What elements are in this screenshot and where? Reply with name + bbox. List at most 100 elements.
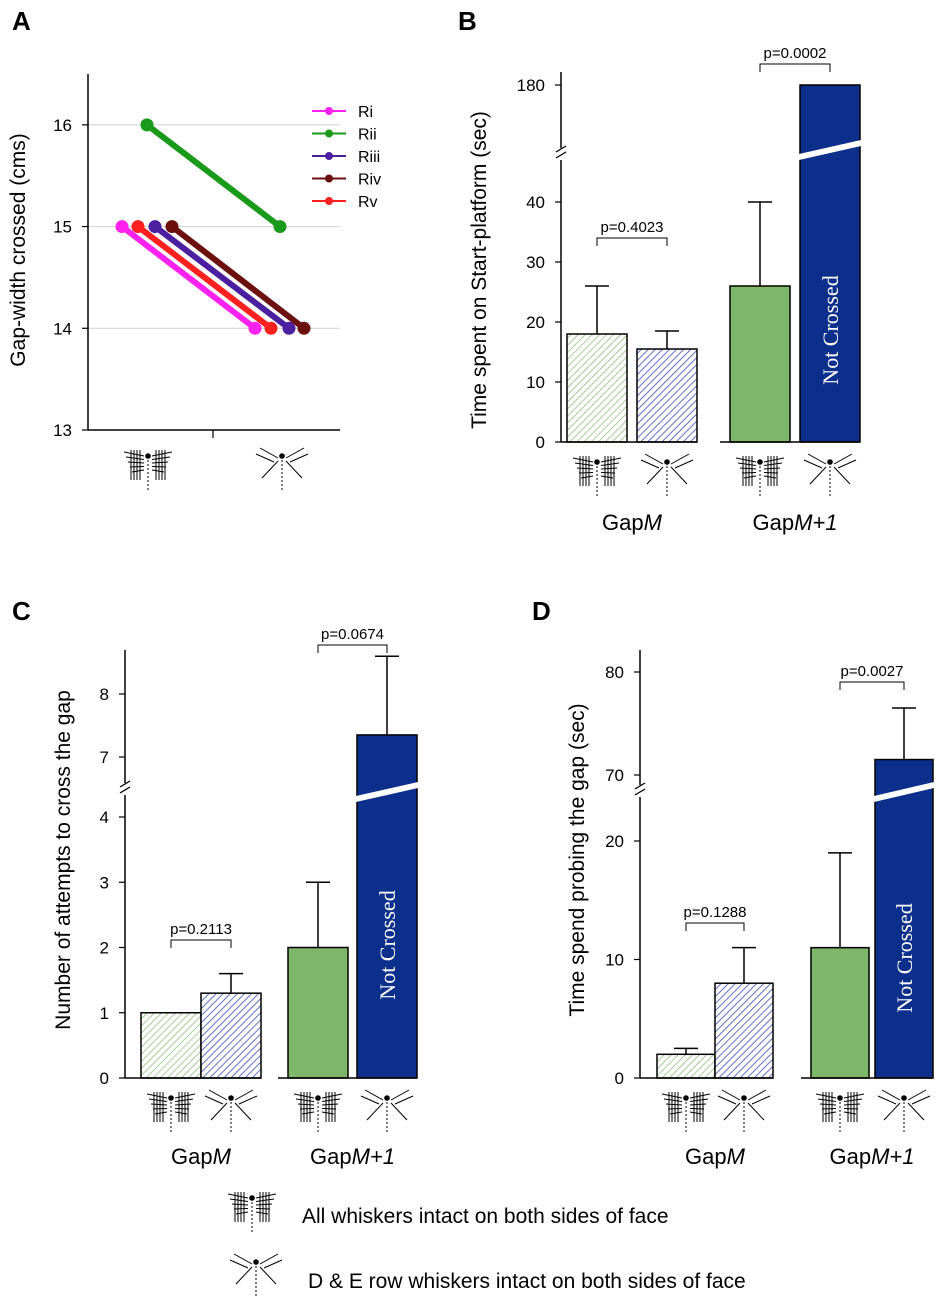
whisker-line — [364, 1089, 384, 1101]
p-value: p=0.1288 — [684, 904, 747, 921]
bar — [636, 348, 698, 443]
whisker-line — [238, 1095, 258, 1105]
all-whiskers-icon — [227, 1192, 277, 1232]
de-row-whiskers-icon — [229, 1253, 283, 1296]
whisker-line — [723, 1102, 741, 1121]
data-point — [282, 321, 296, 335]
significance-bracket — [596, 237, 668, 246]
significance-bracket — [839, 681, 905, 690]
bar — [714, 982, 774, 1079]
whisker-line — [321, 1098, 341, 1102]
whisker-line — [907, 1089, 927, 1101]
whisker-line — [125, 456, 145, 460]
data-point — [273, 220, 287, 234]
all-whiskers-icon — [293, 1092, 343, 1132]
y-tick-label: 10 — [605, 951, 624, 970]
whisker-line — [208, 1089, 228, 1101]
axis-break-mark — [119, 780, 131, 788]
legend-de-whiskers: D & E row whiskers intact on both sides … — [308, 1270, 746, 1293]
whisker-line — [285, 447, 305, 459]
whisker-line — [234, 1089, 254, 1101]
y-tick-label: 3 — [100, 873, 109, 892]
whisker-line — [751, 1095, 771, 1105]
y-tick-label: 1 — [100, 1004, 109, 1023]
de-row-whiskers-icon — [803, 453, 857, 496]
bar — [287, 946, 349, 1079]
whisker-line — [883, 1102, 901, 1121]
whisker-line — [229, 1259, 249, 1269]
y-tick-label: 2 — [100, 939, 109, 958]
data-point — [140, 118, 154, 132]
whisker-line — [234, 1102, 252, 1121]
whisker-line — [295, 1098, 315, 1102]
y-tick-label: 14 — [53, 319, 72, 338]
whisker-line — [321, 1103, 339, 1106]
legend-label: Ri — [358, 104, 373, 121]
group-label: GapM+1 — [829, 1144, 914, 1169]
data-point — [148, 220, 162, 234]
y-tick-label: 7 — [100, 748, 109, 767]
y-axis-label: Gap-width crossed (cms) — [7, 133, 30, 366]
legend-label: Riv — [358, 172, 381, 189]
whisker-line — [819, 1103, 837, 1106]
bar — [200, 992, 262, 1079]
legend-label: Rv — [358, 194, 378, 211]
y-axis-label: Time spend probing the gap (sec) — [566, 703, 589, 1016]
legend-marker — [325, 129, 333, 138]
series-line-ri — [120, 224, 257, 331]
whisker-line — [289, 453, 309, 463]
de-row-whiskers-icon — [360, 1089, 414, 1132]
y-tick-label: 80 — [605, 663, 624, 682]
legend-marker — [325, 174, 333, 183]
panel-a: A 13 14 15 16 Gap-width crossed (cms) Ri Rii Rii… — [7, 6, 381, 490]
group-label: GapM — [685, 1144, 746, 1169]
whisker-line — [600, 467, 618, 470]
whisker-line — [833, 453, 853, 465]
y-tick-label: 8 — [100, 685, 109, 704]
whisker-line — [646, 466, 664, 485]
p-value: p=0.0027 — [841, 663, 904, 680]
whisker-line — [174, 1103, 192, 1106]
y-tick-label: 0 — [615, 1069, 624, 1088]
y-axis-label: Number of attempts to cross the gap — [52, 690, 75, 1030]
legend-marker — [325, 107, 333, 115]
whisker-line — [907, 1102, 925, 1121]
bar — [729, 285, 791, 443]
y-tick-label: 70 — [605, 766, 624, 785]
panel-label: D — [532, 596, 551, 626]
group-label: GapM — [171, 1144, 232, 1169]
not-crossed-label: Not Crossed — [818, 275, 843, 384]
panel-d: D 0 10 20 70 80 Time spend probing the gap (se… — [532, 596, 934, 1169]
whisker-line — [390, 1089, 410, 1101]
bar-break — [799, 140, 861, 160]
p-value: p=0.2113 — [170, 921, 232, 938]
p-value: p=0.0674 — [321, 626, 384, 643]
whisker-line — [394, 1095, 414, 1105]
all-whiskers-icon — [123, 450, 173, 490]
legend-label: Rii — [358, 127, 377, 144]
whisker-line — [843, 1103, 861, 1106]
significance-bracket — [759, 63, 831, 72]
de-row-whiskers-icon — [877, 1089, 931, 1132]
whisker-line — [151, 461, 169, 464]
data-point — [264, 321, 278, 335]
whisker-line — [689, 1103, 707, 1106]
whisker-line — [803, 459, 823, 469]
whisker-line — [229, 1198, 249, 1202]
legend-all-whiskers: All whiskers intact on both sides of fac… — [302, 1205, 669, 1228]
y-tick-label: 13 — [53, 421, 72, 440]
axis-break-mark — [634, 788, 646, 796]
legend-label: Riii — [358, 149, 380, 166]
group-label: GapM — [602, 510, 663, 535]
whisker-line — [763, 462, 783, 466]
whisker-line — [259, 1253, 279, 1265]
whisker-line — [665, 1103, 683, 1106]
whisker-line — [600, 462, 620, 466]
whisker-line — [689, 1098, 709, 1102]
panel-c: C 0 1 2 3 4 7 8 Number of attempts to cross the … — [12, 596, 418, 1169]
whisker-line — [210, 1102, 228, 1121]
all-whiskers-icon — [815, 1092, 865, 1132]
bar — [140, 1012, 202, 1079]
whisker-line — [204, 1095, 224, 1105]
y-tick-label: 4 — [100, 808, 109, 827]
